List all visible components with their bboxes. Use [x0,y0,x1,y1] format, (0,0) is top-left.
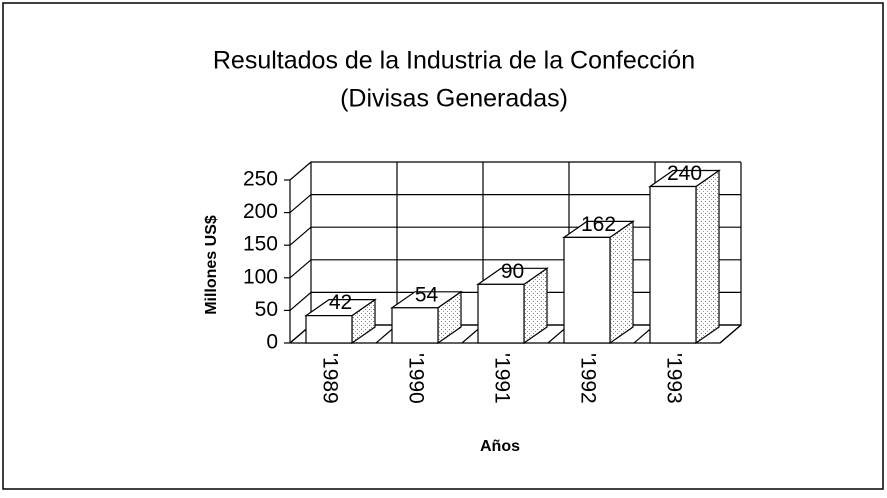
x-tick-label: '1989 [318,353,341,404]
chart-title: Resultados de la Industria de la Confecc… [213,47,695,75]
chart-subtitle: (Divisas Generadas) [340,85,568,113]
frame [2,2,884,490]
value-label: 240 [667,162,702,185]
y-axis-label: Millones US$ [203,215,220,315]
x-tick-label: '1991 [490,353,513,404]
grid-line [289,161,741,181]
x-tick-label: '1992 [576,353,599,404]
value-label: 162 [581,213,616,236]
bar [649,185,697,344]
y-tick-label: 200 [243,200,278,223]
bar [305,315,353,344]
grid-line [289,194,741,214]
y-tick-label: 0 [266,331,278,354]
value-label: 42 [329,291,352,314]
y-tick-label: 150 [243,233,278,256]
value-label: 90 [501,260,524,283]
value-label: 54 [415,283,439,306]
y-tick-label: 100 [243,265,278,288]
y-tick-label: 50 [255,298,278,321]
y-tick-label: 250 [243,168,278,191]
bar [563,236,611,344]
bar [477,283,525,344]
bar [391,307,439,344]
x-axis-label: Años [480,438,520,455]
x-tick-label: '1993 [662,353,685,404]
bar-side [609,220,634,345]
bar-side [695,169,720,345]
x-tick-label: '1990 [404,353,427,404]
floor-tick [719,324,742,344]
